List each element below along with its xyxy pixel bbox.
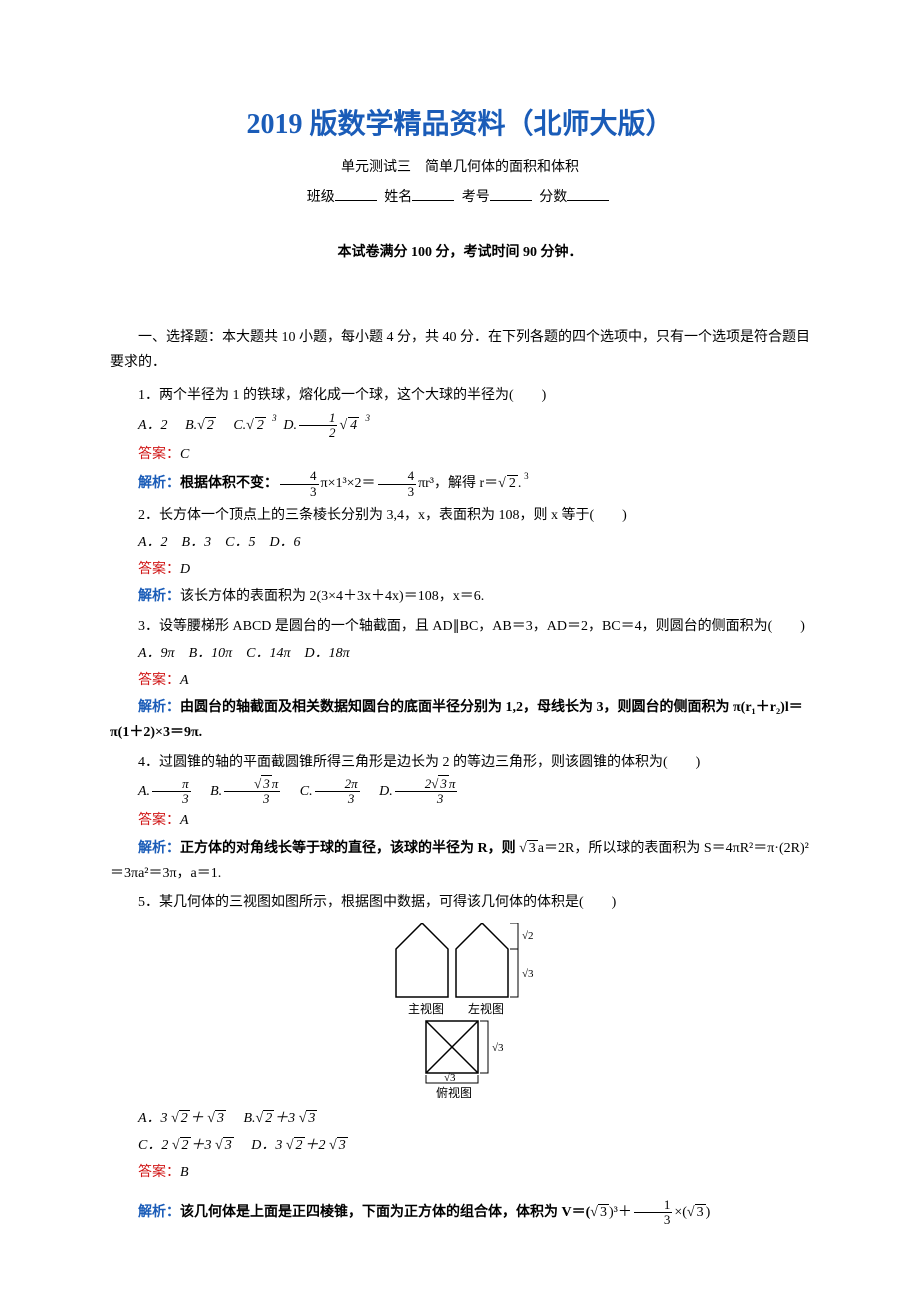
- examno-blank: [490, 200, 532, 201]
- q1-cbrt2: 3√2: [498, 476, 518, 491]
- fig-top-label: 俯视图: [436, 1085, 472, 1098]
- q4-answer-val: A: [180, 813, 189, 828]
- sub-title: 单元测试三 简单几何体的面积和体积: [110, 155, 810, 180]
- q4-analysis: 解析：正方体的对角线长等于球的直径，该球的半径为 R，则 √3a＝2R，所以球的…: [110, 836, 810, 886]
- q1-optD-expr: 123√4: [297, 418, 359, 433]
- q5-optD-mid: ＋2: [305, 1138, 326, 1153]
- q5-optC-mid: ＋3: [191, 1138, 212, 1153]
- q1-analysis-p1: 根据体积不变：: [180, 476, 278, 491]
- q4-optD: D.: [379, 784, 393, 799]
- q5-figure: √2 √3 主视图 左视图 √3 √3 俯视图: [110, 923, 810, 1098]
- q5-options-row2: C．2 √2＋3 √3 D．3 √2＋2 √3: [110, 1133, 810, 1158]
- class-blank: [335, 200, 377, 201]
- q4-options: A.π3 B.√3π3 C.2π3 D.2√3π3: [110, 777, 810, 807]
- analysis-label: 解析：: [138, 476, 180, 491]
- q1-optA-label: A: [138, 418, 147, 433]
- frac-1-3: 13: [634, 1198, 673, 1228]
- q3-answer: 答案：A: [110, 668, 810, 693]
- analysis-label: 解析：: [138, 841, 180, 856]
- q4-fracA: π3: [152, 777, 191, 807]
- q4-analysis-t1: 正方体的对角线长等于球的直径，该球的半径为 R，则: [180, 841, 516, 856]
- name-label: 姓名: [384, 190, 412, 205]
- q5-text: 5．某几何体的三视图如图所示，根据图中数据，可得该几何体的体积是( ): [110, 890, 810, 915]
- q5-optA-mid: ＋: [190, 1111, 208, 1126]
- q1-analysis-p3: πr³，解得 r＝: [418, 476, 498, 491]
- q3-analysis-text: 由圆台的轴截面及相关数据知圆台的底面半径分别为 1,2，母线长为 3，则圆台的侧…: [110, 700, 803, 740]
- fig-main-label: 主视图: [408, 1001, 444, 1016]
- answer-label: 答案：: [138, 1165, 180, 1180]
- name-blank: [412, 200, 454, 201]
- q1-optB-label: B.: [185, 418, 197, 433]
- q1-optD-label: D.: [283, 418, 297, 433]
- q1-answer: 答案：C: [110, 442, 810, 467]
- answer-label: 答案：: [138, 562, 180, 577]
- q5-optB: B.: [243, 1111, 255, 1126]
- answer-label: 答案：: [138, 447, 180, 462]
- main-title: 2019 版数学精品资料（北师大版）: [110, 100, 810, 150]
- q5-answer: 答案：B: [110, 1160, 810, 1185]
- q5-analysis: 解析：该几何体是上面是正四棱锥，下面为正方体的组合体，体积为 V＝(√3)³＋1…: [110, 1198, 810, 1228]
- q1-analysis-p2: π×1³×2＝: [321, 476, 376, 491]
- q1-answer-val: C: [180, 447, 189, 462]
- q4-optC: C.: [300, 784, 313, 799]
- q3-answer-val: A: [180, 673, 189, 688]
- q4-fracB: √3π3: [224, 777, 280, 807]
- q5-analysis-t1: 该几何体是上面是正四棱锥，下面为正方体的组合体，体积为 V＝(: [180, 1205, 590, 1220]
- q4-fracC: 2π3: [315, 777, 360, 807]
- q1-optA-val: ．2: [147, 418, 168, 433]
- section-1-head: 一、选择题：本大题共 10 小题，每小题 4 分，共 40 分．在下列各题的四个…: [110, 325, 810, 375]
- q1-text: 1．两个半径为 1 的铁球，熔化成一个球，这个大球的半径为( ): [110, 383, 810, 408]
- q4-optB: B.: [210, 784, 222, 799]
- q3-text: 3．设等腰梯形 ABCD 是圆台的一个轴截面，且 AD∥BC，AB＝3，AD＝2…: [110, 614, 810, 639]
- q4-answer: 答案：A: [110, 808, 810, 833]
- q3-analysis: 解析：由圆台的轴截面及相关数据知圆台的底面半径分别为 1,2，母线长为 3，则圆…: [110, 695, 810, 745]
- analysis-label: 解析：: [138, 589, 180, 604]
- score-label: 分数: [539, 190, 567, 205]
- q1-optC-expr: 3√2: [246, 418, 266, 433]
- q5-optB-mid: ＋3: [274, 1111, 295, 1126]
- answer-label: 答案：: [138, 813, 180, 828]
- score-blank: [567, 200, 609, 201]
- q1-options: A．2 B.√2 C.3√2 D.123√4: [110, 411, 810, 441]
- q2-text: 2．长方体一个顶点上的三条棱长分别为 3,4，x，表面积为 108，则 x 等于…: [110, 503, 810, 528]
- q3-options: A．9π B．10π C．14π D．18π: [110, 641, 810, 666]
- q4-fracD: 2√3π3: [395, 777, 458, 807]
- q5-optA: A．3: [138, 1111, 168, 1126]
- q2-answer-val: D: [180, 562, 190, 577]
- frac-4-3-a: 43: [280, 469, 319, 499]
- analysis-label: 解析：: [138, 700, 180, 715]
- exam-info: 本试卷满分 100 分，考试时间 90 分钟．: [110, 240, 810, 265]
- q5-analysis-t3: ×(: [674, 1205, 687, 1220]
- q5-options-row1: A．3 √2＋ √3 B.√2＋3 √3: [110, 1106, 810, 1131]
- svg-text:√3: √3: [522, 968, 534, 980]
- q2-options: A．2 B．3 C．5 D．6: [110, 530, 810, 555]
- class-label: 班级: [307, 190, 335, 205]
- fill-in-line: 班级 姓名 考号 分数: [110, 185, 810, 210]
- svg-text:√2: √2: [522, 930, 534, 942]
- q1-optB-expr: √2: [197, 417, 216, 433]
- examno-label: 考号: [462, 190, 490, 205]
- q5-analysis-t2: )³＋: [609, 1205, 632, 1220]
- svg-text:√3: √3: [444, 1072, 456, 1084]
- frac-4-3-b: 43: [378, 469, 417, 499]
- q5-optC: C．2: [138, 1138, 168, 1153]
- fig-left-label: 左视图: [468, 1001, 504, 1016]
- svg-text:√3: √3: [492, 1042, 504, 1054]
- q2-analysis-text: 该长方体的表面积为 2(3×4＋3x＋4x)＝108，x＝6.: [180, 589, 484, 604]
- q2-analysis: 解析：该长方体的表面积为 2(3×4＋3x＋4x)＝108，x＝6.: [110, 584, 810, 609]
- three-view-svg: √2 √3 主视图 左视图 √3 √3 俯视图: [370, 923, 550, 1098]
- q4-optA: A.: [138, 784, 150, 799]
- q1-analysis: 解析：根据体积不变：43π×1³×2＝43πr³，解得 r＝3√2.: [110, 469, 810, 499]
- q4-text: 4．过圆锥的轴的平面截圆锥所得三角形是边长为 2 的等边三角形，则该圆锥的体积为…: [110, 750, 810, 775]
- analysis-label: 解析：: [138, 1205, 180, 1220]
- q5-answer-val: B: [180, 1165, 189, 1180]
- q5-optD: D．3: [251, 1138, 282, 1153]
- q2-answer: 答案：D: [110, 557, 810, 582]
- answer-label: 答案：: [138, 673, 180, 688]
